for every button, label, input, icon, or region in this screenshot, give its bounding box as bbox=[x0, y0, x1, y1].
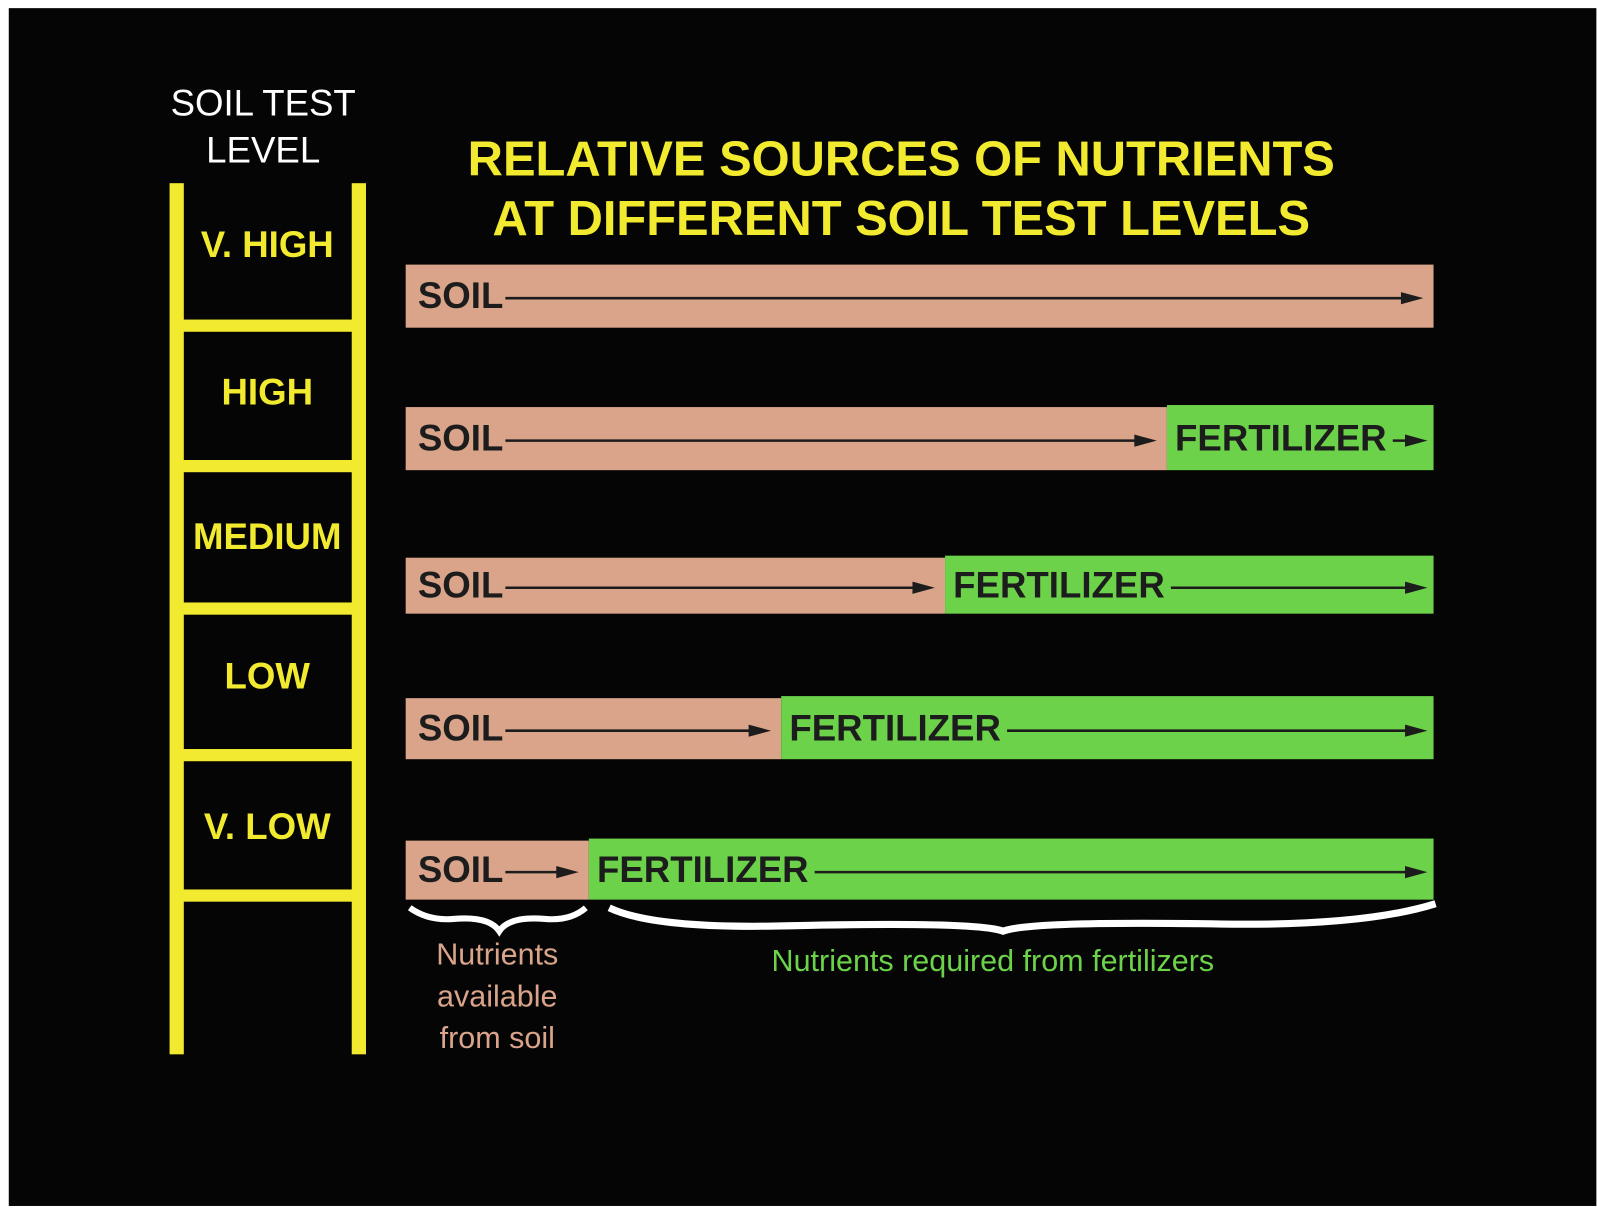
soil-arrow-head bbox=[912, 581, 935, 594]
soil-bar bbox=[405, 698, 782, 760]
ladder-rung bbox=[175, 459, 361, 473]
soil-note: Nutrients bbox=[436, 938, 558, 972]
soil-arrow-head bbox=[556, 866, 579, 879]
level-label: MEDIUM bbox=[193, 516, 342, 557]
ladder-title: LEVEL bbox=[206, 129, 320, 170]
ladder-rail bbox=[351, 183, 366, 1055]
soil-arrow-head bbox=[1400, 292, 1424, 305]
soil-label: SOIL bbox=[418, 275, 503, 316]
ladder-rail bbox=[169, 183, 184, 1055]
level-label: V. LOW bbox=[204, 806, 331, 847]
level-label: LOW bbox=[225, 655, 311, 696]
soil-label: SOIL bbox=[418, 417, 503, 458]
soil-label: SOIL bbox=[418, 849, 503, 890]
fertilizer-arrow-head bbox=[1405, 866, 1428, 879]
fertilizer-label: FERTILIZER bbox=[953, 564, 1165, 605]
fertilizer-label: FERTILIZER bbox=[789, 707, 1001, 748]
ladder-title: SOIL TEST bbox=[171, 83, 356, 124]
soil-brace bbox=[407, 905, 588, 937]
soil-bar bbox=[405, 407, 1167, 471]
fertilizer-label: FERTILIZER bbox=[1175, 417, 1387, 458]
fertilizer-bar bbox=[588, 838, 1434, 900]
fertilizer-bar bbox=[945, 555, 1434, 614]
soil-label: SOIL bbox=[418, 707, 503, 748]
title: RELATIVE SOURCES OF NUTRIENTS bbox=[468, 133, 1335, 187]
level-label: V. HIGH bbox=[201, 224, 334, 265]
fertilizer-arrow-head bbox=[1405, 434, 1428, 447]
fertilizer-arrow-head bbox=[1405, 724, 1428, 737]
fertilizer-label: FERTILIZER bbox=[597, 849, 809, 890]
fertilizer-note: Nutrients required from fertilizers bbox=[772, 944, 1215, 978]
fertilizer-brace bbox=[607, 900, 1437, 936]
fertilizer-bar bbox=[781, 696, 1434, 760]
fertilizer-bar bbox=[1166, 405, 1434, 471]
soil-arrow-head bbox=[1134, 434, 1157, 447]
ladder-rung bbox=[175, 319, 361, 332]
soil-note: from soil bbox=[440, 1021, 555, 1055]
soil-bar bbox=[405, 557, 946, 614]
ladder-rung bbox=[175, 889, 361, 902]
ladder-rung bbox=[175, 602, 361, 615]
ladder-rung bbox=[175, 749, 361, 762]
title: AT DIFFERENT SOIL TEST LEVELS bbox=[493, 192, 1310, 246]
soil-bar bbox=[405, 264, 1434, 328]
level-label: HIGH bbox=[221, 372, 313, 413]
soil-label: SOIL bbox=[418, 564, 503, 605]
fertilizer-arrow-head bbox=[1405, 581, 1428, 594]
soil-arrow-head bbox=[748, 724, 772, 737]
soil-note: available bbox=[437, 979, 557, 1013]
